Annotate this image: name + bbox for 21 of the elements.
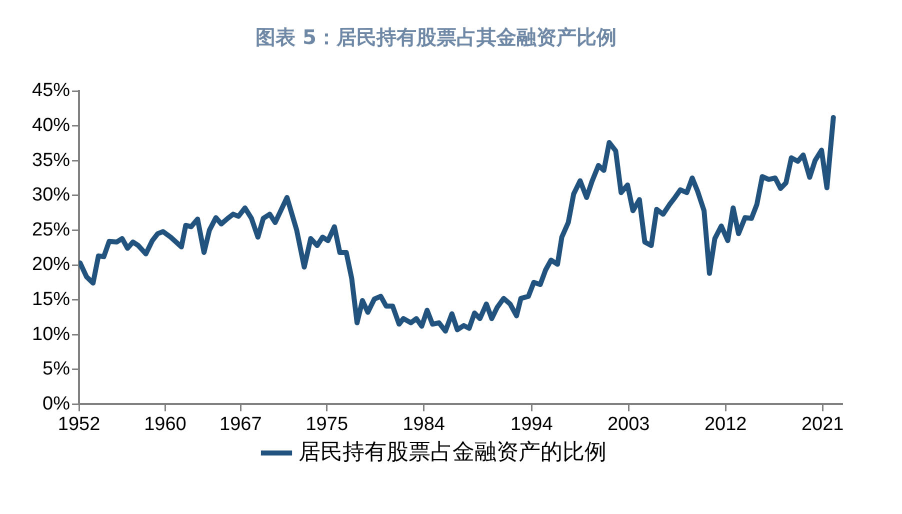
y-tick-label: 45%	[32, 80, 70, 102]
y-tick-label: 25%	[32, 219, 70, 240]
y-tick-label: 5%	[42, 358, 70, 380]
x-tick-label: 1960	[144, 414, 186, 435]
x-tick-label: 2003	[607, 414, 650, 435]
x-tick-label: 1967	[220, 414, 262, 435]
x-tick-label: 1975	[306, 414, 348, 435]
y-tick-label: 35%	[32, 150, 70, 171]
y-tick-label: 40%	[32, 115, 70, 136]
legend-label: 居民持有股票占金融资产的比例	[298, 438, 606, 464]
y-tick-label: 15%	[32, 289, 70, 310]
x-tick-label: 1984	[402, 414, 446, 435]
y-tick-label: 0%	[42, 393, 70, 414]
y-tick-label: 20%	[32, 254, 70, 276]
x-tick-label: 1952	[58, 414, 100, 435]
x-tick-label: 2021	[801, 414, 844, 435]
y-tick-label: 30%	[32, 184, 70, 206]
y-tick-label: 10%	[32, 324, 70, 345]
x-tick-label: 1994	[510, 414, 554, 435]
x-tick-label: 2012	[704, 414, 747, 435]
chart-title: 图表 5：居民持有股票占其金融资产比例	[256, 25, 616, 50]
